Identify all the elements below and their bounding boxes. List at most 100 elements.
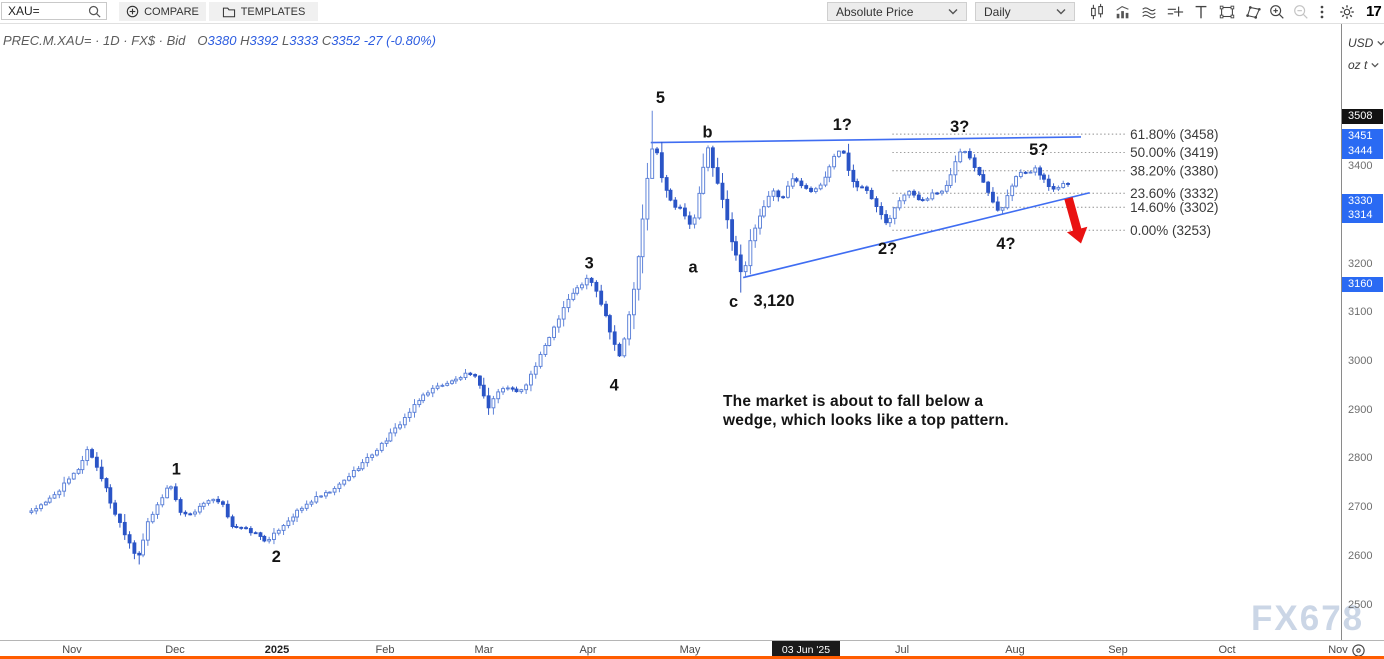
zoom-in-button[interactable] (1267, 2, 1287, 22)
candle-body (607, 315, 612, 333)
wave-label[interactable]: 4? (996, 235, 1015, 253)
candlestick-icon (1091, 3, 1103, 20)
candle-body (920, 199, 925, 202)
candle-body (314, 496, 319, 503)
fib-level-label: 23.60% (3332) (1130, 186, 1218, 201)
zoom-out-button[interactable] (1291, 2, 1311, 22)
overlays-button[interactable] (1139, 2, 1159, 22)
candlestick-chart[interactable]: 61.80% (3458) 50.00% (3419) 38.20% (3380) 2… (0, 24, 1341, 640)
candle-body (332, 487, 337, 493)
wave-label[interactable]: 3? (950, 118, 969, 136)
tradingview-logo[interactable]: 17 (1366, 3, 1382, 20)
candle-body (458, 377, 463, 380)
currency-select[interactable]: USD (1348, 36, 1384, 50)
interval-select[interactable]: Daily (975, 2, 1075, 21)
symbol-search[interactable]: XAU= (1, 2, 107, 20)
price-axis[interactable]: USD oz t 3400330032003100300029002800270… (1341, 24, 1384, 640)
candle-body (76, 469, 81, 474)
top-toolbar: XAU= COMPARE TEMPLATES Absolute Price (0, 0, 1384, 24)
candle-body (155, 504, 160, 515)
candle-body (958, 151, 963, 163)
chart-area[interactable]: FX678 61.80% (3458) 50.00% (3419) 38.20% (… (0, 24, 1384, 659)
candle-body (453, 378, 458, 382)
wave-label[interactable]: c (729, 293, 738, 311)
compare-button[interactable]: COMPARE (119, 2, 206, 21)
price-axis-label: 3100 (1348, 306, 1373, 319)
wave-label[interactable]: 3 (585, 254, 594, 272)
candle-body (514, 388, 519, 393)
chart-type-candles-button[interactable] (1087, 2, 1107, 22)
candle-body (407, 411, 412, 418)
trendline[interactable] (742, 191, 1090, 279)
candle-body (85, 449, 90, 462)
indicators-icon (1116, 5, 1129, 19)
price-axis-label: 2900 (1348, 403, 1373, 416)
price-marker-label: 3314 (1342, 207, 1383, 223)
candle-body (248, 528, 253, 534)
text-tool-button[interactable] (1191, 2, 1211, 22)
templates-button[interactable]: TEMPLATES (209, 2, 318, 21)
price-marker-label: 3444 (1342, 143, 1383, 159)
indicators-button[interactable] (1113, 2, 1133, 22)
wave-label[interactable]: 2? (878, 240, 897, 258)
chevron-down-icon (1056, 9, 1066, 15)
price-line-tool-button[interactable] (1165, 2, 1185, 22)
candle-body (1028, 171, 1033, 174)
settings-button[interactable] (1337, 2, 1357, 22)
legend-close-value: 3352 (331, 33, 361, 48)
fib-level-label: 38.20% (3380) (1130, 164, 1218, 179)
time-axis-label: Aug (1005, 644, 1025, 656)
candle-body (786, 185, 790, 198)
candle-body (379, 442, 384, 451)
candle-body (384, 440, 389, 444)
candle-body (571, 292, 576, 300)
candle-body (813, 188, 818, 192)
time-axis-label: Nov (1328, 644, 1348, 656)
shape-tool-button[interactable] (1217, 2, 1237, 22)
candle-body (360, 462, 365, 470)
wave-label[interactable]: 1? (833, 116, 852, 134)
candle-body (897, 200, 902, 209)
candle-body (94, 456, 99, 468)
candle-body (34, 508, 39, 512)
candle-body (612, 331, 617, 345)
polygon-tool-button[interactable] (1243, 2, 1263, 22)
candle-body (766, 195, 771, 208)
wave-label[interactable]: a (689, 258, 699, 276)
trendline[interactable] (650, 136, 1082, 144)
chart-note[interactable]: The market is about to fall below a wedg… (723, 392, 1009, 430)
legend-high-label: H (240, 33, 250, 48)
wave-label[interactable]: b (703, 124, 713, 142)
gear-icon (1340, 5, 1354, 19)
selected-date-badge[interactable]: 03 Jun '25 (772, 641, 840, 659)
wave-label[interactable]: 4 (610, 377, 620, 395)
candle-body (566, 298, 571, 309)
time-axis[interactable]: 03 Jun '25 Nov Dec 2025 Feb Mar Apr May Jul Aug S… (0, 640, 1384, 659)
wave-label[interactable]: 5 (656, 89, 665, 107)
wave-label[interactable]: 1 (172, 460, 181, 478)
candle-body (132, 542, 137, 554)
price-axis-border (1341, 24, 1342, 659)
candle-body (230, 516, 235, 528)
candle-body (967, 151, 972, 159)
candle-body (211, 498, 216, 502)
candle-body (160, 497, 165, 506)
candle-body (145, 521, 150, 541)
candle-body (356, 468, 361, 471)
wave-label[interactable]: 3,120 (753, 292, 794, 310)
candle-body (319, 495, 324, 498)
price-axis-label: 2800 (1348, 452, 1373, 465)
candle-body (781, 196, 786, 199)
candle-body (324, 492, 328, 497)
breakdown-arrow[interactable] (1064, 197, 1088, 244)
candle-body (183, 511, 188, 515)
candle-body (944, 184, 949, 192)
price-mode-select[interactable]: Absolute Price (827, 2, 967, 21)
candle-body (473, 374, 478, 377)
more-options-button[interactable] (1312, 2, 1332, 22)
wave-label[interactable]: 2 (272, 548, 281, 566)
compare-button-label: COMPARE (144, 5, 199, 18)
unit-select[interactable]: oz t (1348, 58, 1379, 72)
chart-legend: PREC.M.XAU= · 1D · FX$ · Bid O3380 H3392 … (3, 33, 436, 48)
wave-label[interactable]: 5? (1029, 141, 1048, 159)
